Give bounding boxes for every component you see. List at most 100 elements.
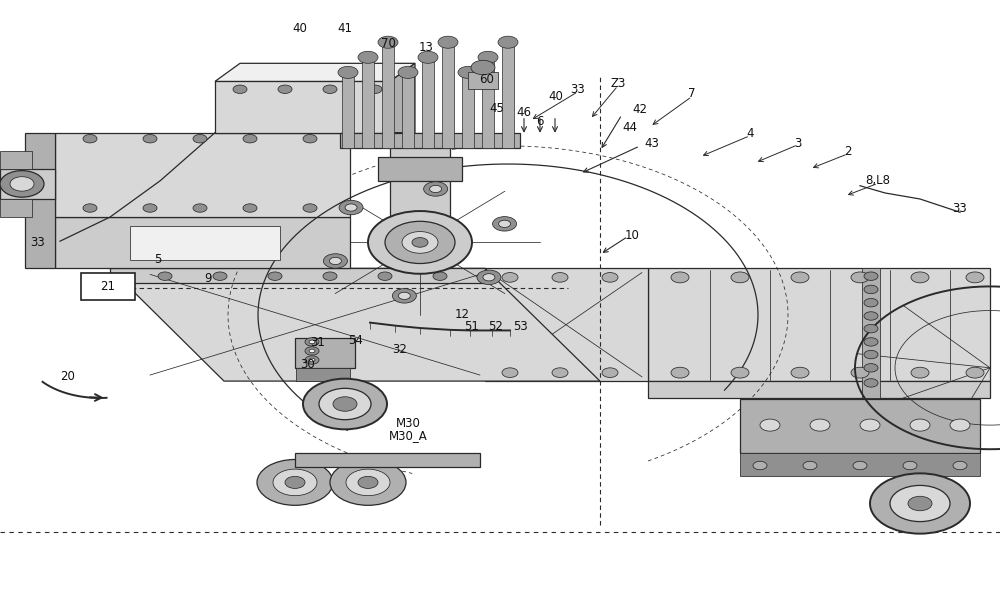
Circle shape	[602, 273, 618, 282]
Text: 13: 13	[419, 40, 433, 54]
Text: 10: 10	[625, 229, 639, 242]
Circle shape	[864, 324, 878, 333]
Circle shape	[433, 272, 447, 280]
Circle shape	[193, 134, 207, 143]
Circle shape	[851, 272, 869, 283]
Circle shape	[552, 368, 568, 377]
Circle shape	[864, 298, 878, 307]
Circle shape	[810, 419, 830, 431]
Circle shape	[498, 36, 518, 48]
Text: 21: 21	[100, 280, 116, 293]
Circle shape	[309, 349, 315, 353]
Circle shape	[908, 496, 932, 511]
Circle shape	[305, 356, 319, 364]
Circle shape	[493, 216, 517, 231]
Circle shape	[731, 272, 749, 283]
Text: 5: 5	[154, 253, 162, 266]
Circle shape	[860, 419, 880, 431]
Polygon shape	[130, 226, 280, 260]
Circle shape	[257, 459, 333, 505]
Circle shape	[402, 232, 438, 253]
Circle shape	[438, 36, 458, 48]
Circle shape	[602, 368, 618, 377]
Polygon shape	[390, 63, 415, 133]
Text: 31: 31	[311, 336, 325, 349]
Circle shape	[760, 419, 780, 431]
Circle shape	[346, 469, 390, 496]
Polygon shape	[648, 268, 990, 381]
Text: 30: 30	[301, 358, 315, 371]
Text: 45: 45	[490, 102, 504, 115]
Circle shape	[864, 364, 878, 372]
Circle shape	[483, 274, 495, 281]
Circle shape	[378, 272, 392, 280]
Circle shape	[278, 85, 292, 93]
Text: 41: 41	[338, 22, 352, 36]
Polygon shape	[740, 453, 980, 476]
Text: 51: 51	[465, 320, 479, 333]
Polygon shape	[468, 72, 498, 89]
Text: 12: 12	[454, 308, 470, 321]
Circle shape	[911, 367, 929, 378]
Text: 42: 42	[633, 103, 648, 116]
Text: 43: 43	[645, 137, 659, 150]
Polygon shape	[0, 169, 55, 199]
Circle shape	[671, 367, 689, 378]
Polygon shape	[402, 72, 414, 148]
Text: 3: 3	[794, 137, 802, 150]
Circle shape	[368, 211, 472, 274]
Circle shape	[870, 473, 970, 534]
Polygon shape	[422, 57, 434, 148]
Polygon shape	[362, 57, 374, 148]
Circle shape	[309, 340, 315, 344]
Polygon shape	[215, 81, 390, 133]
Circle shape	[499, 220, 511, 227]
Circle shape	[143, 204, 157, 212]
Text: 32: 32	[393, 343, 407, 356]
Polygon shape	[862, 268, 880, 398]
Circle shape	[853, 461, 867, 470]
Circle shape	[83, 134, 97, 143]
Polygon shape	[55, 133, 350, 217]
Circle shape	[966, 272, 984, 283]
Text: 60: 60	[480, 73, 494, 86]
Circle shape	[412, 238, 428, 247]
Circle shape	[323, 85, 337, 93]
Circle shape	[731, 367, 749, 378]
Polygon shape	[442, 42, 454, 148]
Circle shape	[330, 459, 406, 505]
Circle shape	[305, 347, 319, 355]
Circle shape	[233, 85, 247, 93]
Text: 52: 52	[489, 320, 503, 333]
Circle shape	[753, 461, 767, 470]
Polygon shape	[55, 217, 350, 268]
Circle shape	[358, 476, 378, 488]
Text: Z3: Z3	[610, 77, 626, 90]
Circle shape	[398, 292, 410, 300]
Circle shape	[864, 312, 878, 320]
Circle shape	[243, 134, 257, 143]
Polygon shape	[502, 42, 514, 148]
Polygon shape	[295, 338, 355, 368]
Text: M30: M30	[396, 417, 420, 430]
Circle shape	[458, 66, 478, 78]
Circle shape	[305, 338, 319, 346]
Circle shape	[502, 368, 518, 377]
Circle shape	[319, 388, 371, 420]
Text: 6: 6	[536, 115, 544, 128]
Circle shape	[143, 134, 157, 143]
Polygon shape	[110, 268, 600, 381]
Text: 7: 7	[688, 87, 696, 100]
Circle shape	[10, 177, 34, 191]
Circle shape	[338, 66, 358, 78]
FancyBboxPatch shape	[81, 273, 135, 300]
Polygon shape	[740, 399, 980, 453]
Circle shape	[966, 367, 984, 378]
Circle shape	[864, 285, 878, 294]
Text: 46: 46	[516, 106, 532, 119]
Text: 54: 54	[349, 334, 363, 347]
Circle shape	[303, 379, 387, 429]
Circle shape	[911, 272, 929, 283]
Circle shape	[268, 272, 282, 280]
Circle shape	[430, 185, 442, 192]
